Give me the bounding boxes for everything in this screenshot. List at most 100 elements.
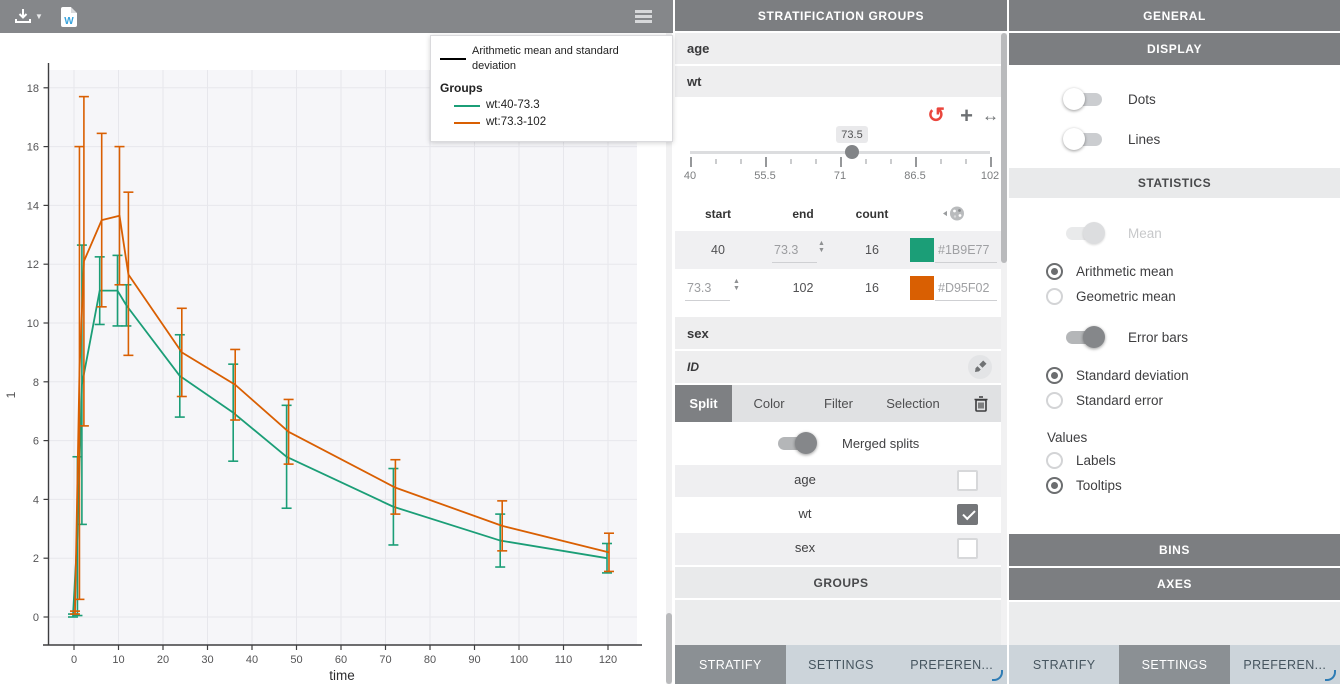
svg-text:0: 0 (71, 654, 77, 666)
svg-text:80: 80 (424, 654, 436, 666)
palette-icon[interactable] (940, 205, 966, 225)
slider-tick-label: 71 (833, 170, 847, 182)
svg-text:12: 12 (27, 259, 39, 271)
tab-selection[interactable]: Selection (886, 396, 940, 411)
svg-text:4: 4 (33, 494, 39, 506)
hamburger-menu-icon[interactable] (635, 10, 652, 26)
group-2-end: 102 (792, 281, 814, 295)
tab-stratify[interactable]: STRATIFY (1032, 657, 1096, 672)
standard-deviation-radio[interactable] (1046, 366, 1063, 384)
group-1-color-swatch[interactable] (910, 238, 934, 262)
svg-text:time: time (329, 668, 355, 683)
undo-icon[interactable]: ↺ (927, 104, 945, 127)
labels-radio[interactable] (1046, 451, 1063, 469)
section-age[interactable]: age (675, 33, 1007, 64)
svg-text:18: 18 (27, 83, 39, 95)
merged-splits-toggle[interactable] (776, 431, 817, 454)
svg-text:10: 10 (27, 318, 39, 330)
section-wt[interactable]: wt (675, 66, 1007, 97)
tooltips-radio[interactable] (1046, 476, 1063, 494)
svg-text:10: 10 (112, 654, 124, 666)
col-end: end (792, 207, 814, 221)
svg-text:70: 70 (379, 654, 391, 666)
svg-text:8: 8 (33, 377, 39, 389)
svg-text:100: 100 (510, 654, 528, 666)
merged-splits-row: Merged splits (675, 423, 1007, 463)
stratification-panel: STRATIFICATION GROUPS age wt ↺ + ↔ 73.5 … (675, 0, 1007, 684)
merged-splits-label: Merged splits (842, 435, 920, 451)
svg-text:20: 20 (157, 654, 169, 666)
error-bars-toggle[interactable] (1064, 325, 1105, 348)
word-report-button[interactable]: W (60, 6, 77, 27)
lines-toggle-row: Lines (1009, 127, 1340, 151)
slider-tick-label: 86.5 (904, 170, 926, 182)
statistics-header[interactable]: STATISTICS (1009, 168, 1340, 198)
tab-color[interactable]: Color (753, 396, 785, 411)
geometric-mean-radio[interactable] (1046, 287, 1063, 305)
group-2-color-swatch[interactable] (910, 276, 934, 300)
group-1-start: 40 (711, 243, 725, 257)
dots-toggle-row: Dots (1009, 87, 1340, 111)
arithmetic-mean-radio[interactable] (1046, 262, 1063, 280)
resize-handle[interactable] (992, 670, 1003, 681)
slider-handle[interactable] (845, 145, 859, 159)
plus-icon[interactable]: + (960, 103, 973, 128)
stratification-groups-header[interactable]: STRATIFICATION GROUPS (675, 0, 1007, 31)
col-start: start (704, 207, 732, 221)
display-header[interactable]: DISPLAY (1009, 33, 1340, 65)
general-header[interactable]: GENERAL (1009, 0, 1340, 31)
dots-toggle[interactable] (1063, 87, 1104, 110)
tab-stratify[interactable]: STRATIFY (675, 645, 786, 684)
group-1-color-hex[interactable]: #1B9E77 (938, 243, 990, 257)
standard-error-row: Standard error (1009, 391, 1340, 409)
tab-settings[interactable]: SETTINGS (808, 657, 874, 672)
slider-track[interactable] (690, 151, 990, 154)
groups-table-header: start end count (675, 197, 1007, 231)
standard-error-radio[interactable] (1046, 391, 1063, 409)
sex-checkbox[interactable] (957, 538, 978, 559)
group-row-2: 73.3 ▲ ▼ 102 16 #D95F02 (675, 269, 1007, 307)
pk-concentration-chart: 0 2 4 6 8 10 12 14 16 18 0 10 20 30 40 50 60 70 80 90 100 110… (4, 63, 642, 683)
group-2-color-hex[interactable]: #D95F02 (938, 281, 990, 295)
svg-text:30: 30 (201, 654, 213, 666)
group-1-end-input[interactable]: 73.3 (774, 243, 799, 257)
age-checkbox[interactable] (957, 470, 978, 491)
section-id[interactable]: ID (675, 351, 1007, 383)
spinner-up-down[interactable]: ▲ ▼ (733, 278, 740, 292)
legend-series-1-label: wt:40-73.3 (486, 99, 540, 111)
wt-checkbox[interactable] (957, 504, 978, 525)
split-item-age: age (675, 465, 1007, 497)
tab-settings[interactable]: SETTINGS (1119, 645, 1230, 684)
svg-text:110: 110 (555, 654, 573, 666)
slider-tick-label: 40 (683, 170, 697, 182)
spinner-up-down[interactable]: ▲ ▼ (818, 240, 825, 254)
tab-filter[interactable]: Filter (824, 396, 853, 411)
slider-value-tooltip: 73.5 (836, 126, 868, 143)
svg-text:14: 14 (27, 200, 39, 212)
horizontal-arrows-icon[interactable]: ↔ (982, 106, 999, 125)
stratify-panel-tabs: STRATIFY SETTINGS PREFEREN... (675, 645, 1007, 684)
standard-deviation-row: Standard deviation (1009, 366, 1340, 384)
trash-icon[interactable] (955, 385, 1007, 422)
estimator-line-swatch (440, 58, 466, 60)
groups-footer-header[interactable]: GROUPS (675, 567, 1007, 598)
panel-scrollbar[interactable] (1001, 33, 1007, 645)
resize-handle[interactable] (1325, 670, 1336, 681)
tab-preferences[interactable]: PREFEREN... (910, 657, 994, 672)
chart-scrollbar[interactable] (666, 33, 672, 684)
group-1-count: 16 (865, 243, 879, 257)
lines-toggle[interactable] (1063, 127, 1104, 150)
bins-header[interactable]: BINS (1009, 534, 1340, 566)
download-button[interactable]: ▼ (14, 8, 43, 25)
tab-split[interactable]: Split (675, 385, 732, 422)
group-2-start-input[interactable]: 73.3 (687, 281, 712, 295)
tab-preferences[interactable]: PREFEREN... (1243, 657, 1327, 672)
slider-tick-label: 102 (980, 170, 1000, 182)
svg-text:120: 120 (599, 654, 617, 666)
pipette-off-icon[interactable] (967, 354, 993, 383)
svg-text:50: 50 (290, 654, 302, 666)
arithmetic-mean-row: Arithmetic mean (1009, 262, 1340, 280)
settings-panel: GENERAL DISPLAY Dots Lines STATISTICS Me… (1009, 0, 1340, 684)
axes-header[interactable]: AXES (1009, 568, 1340, 600)
section-sex[interactable]: sex (675, 317, 1007, 349)
